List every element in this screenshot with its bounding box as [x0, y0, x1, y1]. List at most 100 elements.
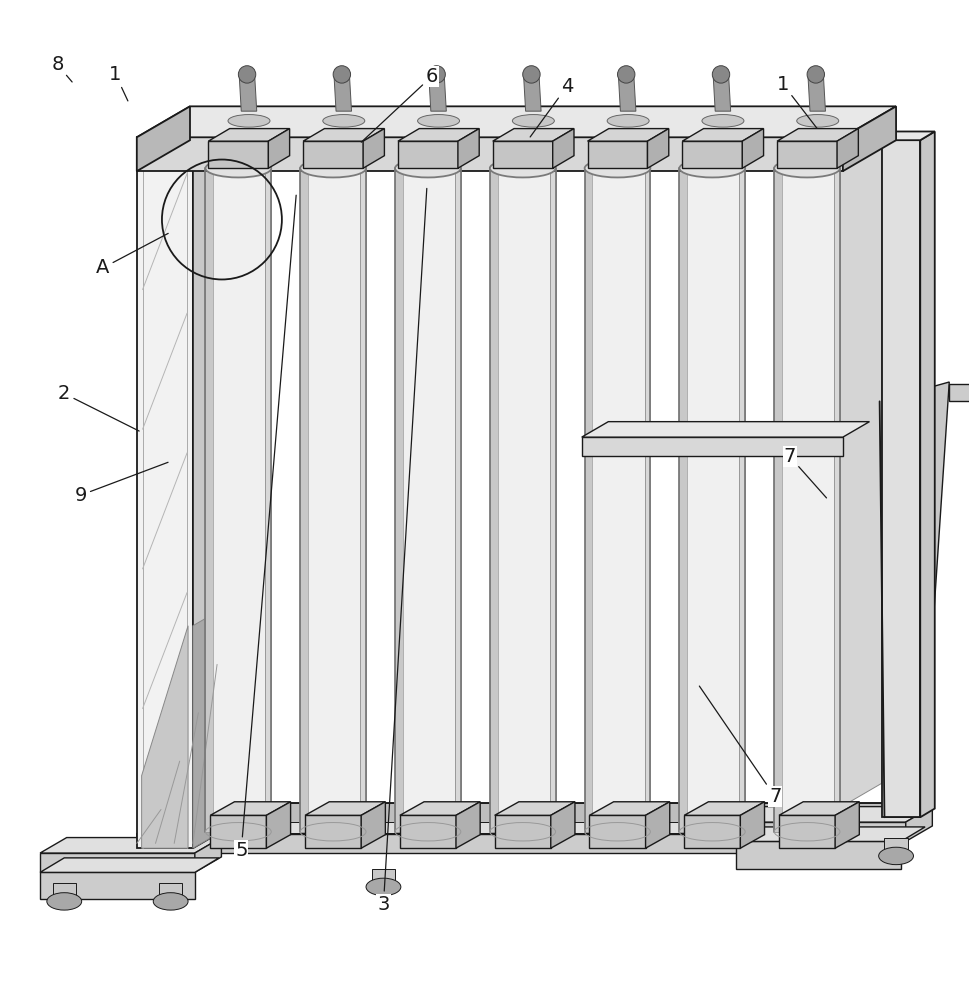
Polygon shape — [592, 168, 644, 832]
Polygon shape — [137, 803, 190, 853]
Ellipse shape — [607, 115, 648, 127]
Polygon shape — [776, 141, 836, 168]
Circle shape — [332, 66, 350, 83]
Text: 6: 6 — [360, 67, 438, 142]
Polygon shape — [303, 141, 362, 168]
Text: 9: 9 — [75, 462, 168, 505]
Polygon shape — [137, 106, 895, 137]
Ellipse shape — [153, 893, 188, 910]
Polygon shape — [807, 77, 825, 111]
Polygon shape — [205, 168, 213, 832]
Polygon shape — [193, 127, 232, 848]
Polygon shape — [300, 168, 308, 832]
Polygon shape — [618, 77, 636, 111]
Text: A: A — [96, 233, 168, 277]
Ellipse shape — [773, 159, 839, 177]
Polygon shape — [712, 77, 730, 111]
Text: 3: 3 — [377, 188, 426, 914]
Ellipse shape — [878, 847, 913, 865]
Polygon shape — [905, 807, 931, 841]
Polygon shape — [397, 141, 457, 168]
Polygon shape — [137, 150, 193, 848]
Polygon shape — [644, 168, 650, 832]
Polygon shape — [137, 106, 190, 171]
Polygon shape — [683, 802, 764, 815]
Polygon shape — [455, 802, 480, 848]
Polygon shape — [881, 140, 920, 817]
Text: 5: 5 — [234, 195, 296, 860]
Polygon shape — [371, 869, 394, 885]
Polygon shape — [589, 815, 645, 848]
Ellipse shape — [417, 115, 459, 127]
Polygon shape — [834, 802, 859, 848]
Polygon shape — [492, 129, 574, 141]
Polygon shape — [40, 853, 195, 872]
Polygon shape — [776, 129, 858, 141]
Polygon shape — [741, 129, 763, 168]
Polygon shape — [305, 815, 360, 848]
Polygon shape — [40, 858, 219, 872]
Polygon shape — [781, 168, 833, 832]
Polygon shape — [587, 129, 668, 141]
Text: 8: 8 — [51, 55, 72, 82]
Polygon shape — [678, 168, 686, 832]
Polygon shape — [494, 802, 575, 815]
Ellipse shape — [300, 159, 365, 177]
Circle shape — [806, 66, 824, 83]
Polygon shape — [489, 168, 497, 832]
Polygon shape — [394, 168, 402, 832]
Polygon shape — [589, 802, 669, 815]
Polygon shape — [208, 141, 268, 168]
Polygon shape — [581, 437, 842, 456]
Polygon shape — [428, 77, 446, 111]
Ellipse shape — [394, 159, 460, 177]
Polygon shape — [266, 168, 271, 832]
Polygon shape — [735, 807, 931, 822]
Text: 7: 7 — [783, 447, 826, 498]
Polygon shape — [141, 626, 188, 848]
Polygon shape — [549, 168, 555, 832]
Polygon shape — [735, 827, 924, 841]
Polygon shape — [681, 141, 741, 168]
Ellipse shape — [584, 159, 650, 177]
Polygon shape — [210, 802, 291, 815]
Polygon shape — [949, 384, 969, 401]
Polygon shape — [239, 77, 257, 111]
Polygon shape — [881, 131, 934, 140]
Polygon shape — [399, 802, 480, 815]
Polygon shape — [360, 802, 385, 848]
Polygon shape — [333, 77, 351, 111]
Polygon shape — [587, 141, 647, 168]
Polygon shape — [208, 129, 290, 141]
Polygon shape — [190, 803, 900, 822]
Ellipse shape — [512, 115, 553, 127]
Ellipse shape — [228, 115, 269, 127]
Ellipse shape — [702, 115, 743, 127]
Polygon shape — [308, 168, 359, 832]
Polygon shape — [828, 140, 881, 814]
Polygon shape — [778, 815, 834, 848]
Polygon shape — [552, 129, 574, 168]
Polygon shape — [686, 168, 738, 832]
Text: 2: 2 — [58, 384, 139, 431]
Polygon shape — [402, 168, 454, 832]
Circle shape — [711, 66, 729, 83]
Polygon shape — [303, 129, 384, 141]
Polygon shape — [40, 872, 195, 899]
Polygon shape — [137, 803, 900, 834]
Polygon shape — [210, 815, 266, 848]
Polygon shape — [399, 815, 455, 848]
Circle shape — [427, 66, 445, 83]
Text: 7: 7 — [699, 686, 781, 806]
Polygon shape — [879, 382, 949, 817]
Ellipse shape — [489, 159, 555, 177]
Polygon shape — [492, 141, 552, 168]
Polygon shape — [523, 77, 541, 111]
Ellipse shape — [205, 159, 271, 177]
Circle shape — [238, 66, 256, 83]
Polygon shape — [738, 168, 744, 832]
Polygon shape — [494, 815, 550, 848]
Polygon shape — [581, 422, 868, 437]
Polygon shape — [137, 127, 232, 150]
Polygon shape — [52, 883, 76, 899]
